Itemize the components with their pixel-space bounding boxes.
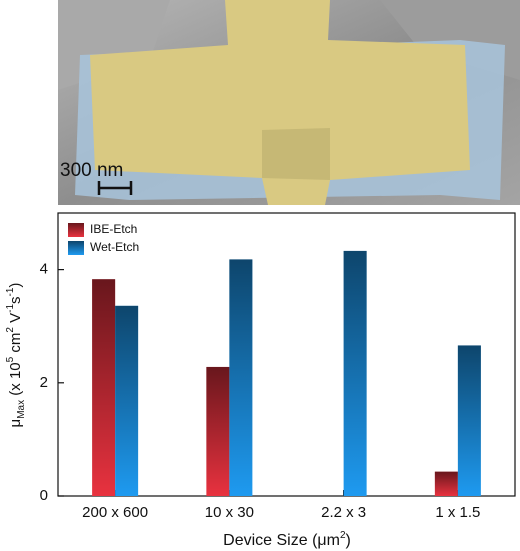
legend-label: Wet-Etch	[90, 240, 139, 254]
label-part: s	[7, 296, 24, 304]
label-part: )	[346, 532, 351, 549]
x-tick-label: 2.2 x 3	[321, 504, 366, 521]
label-part: 5	[5, 356, 16, 362]
label-part: Max	[16, 400, 27, 419]
bar-shade	[343, 250, 367, 496]
x-tick-label: 10 x 30	[205, 504, 254, 521]
sem-image: 300 nm	[58, 0, 520, 205]
x-tick-label: 1 x 1.5	[435, 504, 480, 521]
bar-shade	[206, 366, 230, 496]
label-part: (x 10	[7, 362, 24, 400]
label-part: -1	[5, 287, 16, 296]
x-axis-label: Device Size (μm2)	[223, 530, 351, 549]
scale-bar-label: 300 nm	[60, 160, 123, 181]
bar-shade	[115, 305, 139, 496]
legend-label: IBE-Etch	[90, 222, 137, 236]
x-tick-label: 200 x 600	[82, 504, 148, 521]
plot-frame	[57, 212, 516, 497]
label-part: 2	[5, 327, 16, 333]
label-part: Device Size (	[223, 532, 318, 549]
label-part: μ	[7, 419, 24, 428]
label-part: μm	[317, 532, 340, 549]
sem-step	[262, 128, 330, 180]
bar-shade	[434, 471, 458, 496]
y-tick-label: 0	[40, 487, 48, 504]
label-part: 2	[340, 530, 346, 541]
y-tick-label: 2	[40, 374, 48, 391]
label-part: )	[7, 283, 24, 288]
label-part: V	[7, 313, 24, 327]
legend-swatch-shade	[68, 241, 84, 255]
y-tick-label: 4	[40, 261, 48, 278]
bar-shade	[229, 259, 253, 496]
label-part: -1	[5, 304, 16, 313]
label-part: cm	[7, 333, 24, 357]
bar-shade	[92, 279, 116, 496]
legend-swatch-shade	[68, 223, 84, 237]
y-axis-label: μMax (x 105 cm2 V-1s-1)	[5, 283, 27, 428]
sem-device	[90, 0, 470, 205]
bar-shade	[457, 345, 481, 496]
